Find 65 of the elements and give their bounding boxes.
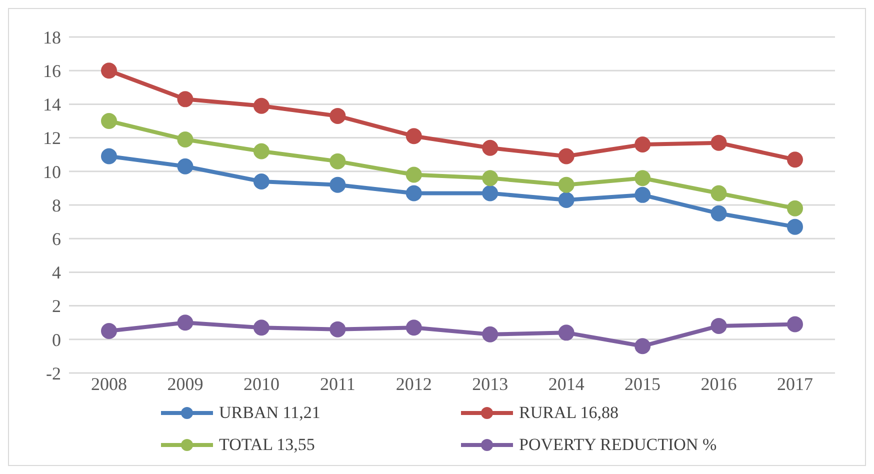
x-tick-label: 2011 [320,374,356,394]
x-tick-label: 2009 [167,374,204,394]
x-tick-label: 2010 [243,374,280,394]
point [253,320,270,336]
x-tick-label: 2012 [396,374,432,394]
x-tick-label: 2015 [624,374,661,394]
point [101,113,117,129]
point [710,205,727,222]
point [406,320,422,336]
point [710,134,727,151]
point [558,176,574,193]
point [482,326,498,342]
point [253,143,270,160]
y-tick-label: 14 [43,94,61,115]
point [406,128,422,144]
y-tick-label: -2 [46,363,61,384]
x-tick-label: 2014 [548,374,584,394]
point [787,218,803,235]
point [558,324,574,341]
legend-label: URBAN 11,21 [219,403,320,423]
point [101,62,117,79]
y-tick-label: 10 [43,162,61,182]
y-tick-label: 4 [52,262,61,283]
point [101,148,117,164]
y-tick-label: 6 [52,228,61,249]
point [177,131,194,148]
point [634,136,651,153]
point [406,166,422,183]
y-tick-label: 0 [52,330,61,350]
point [330,321,346,338]
point [177,158,194,174]
point [253,98,270,114]
point [177,314,194,331]
point [482,170,498,186]
y-tick-label: 18 [43,27,61,48]
y-tick-label: 2 [52,296,61,316]
point [634,170,651,186]
legend-label: RURAL 16,88 [519,403,618,423]
point [177,91,194,108]
legend-label: TOTAL 13,55 [219,435,315,455]
point [634,338,651,354]
point [787,200,803,216]
point [406,185,422,202]
point [634,186,651,203]
x-tick-label: 2008 [91,374,127,394]
legend-label: POVERTY REDUCTION % [519,435,717,455]
point [330,153,346,170]
point [558,192,574,208]
point [482,185,498,202]
x-tick-label: 2017 [777,374,813,394]
point [558,148,574,164]
x-tick-label: 2013 [472,374,508,394]
point [482,140,498,156]
point [101,323,117,339]
point [787,316,803,332]
point [253,173,270,190]
y-tick-label: 12 [43,128,61,148]
point [787,152,803,168]
point [710,185,727,202]
y-tick-label: 8 [52,195,61,216]
y-tick-label: 16 [43,60,61,81]
point [710,318,727,334]
point [330,176,346,193]
point [330,108,346,124]
x-tick-label: 2016 [700,374,737,394]
